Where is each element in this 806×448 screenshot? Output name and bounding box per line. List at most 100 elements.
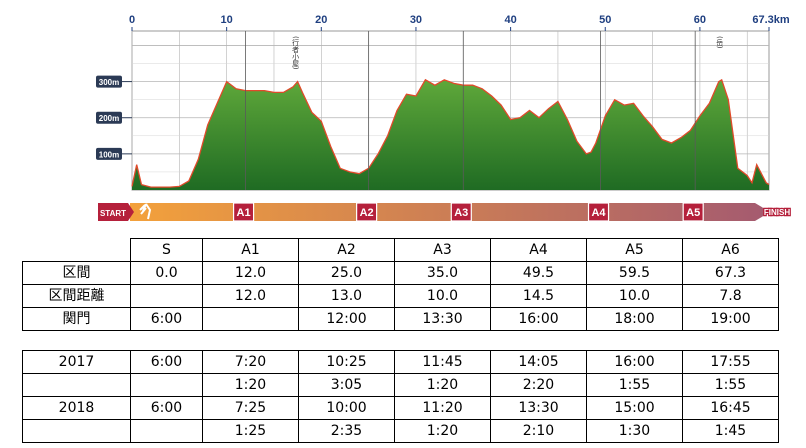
split-times-table: 2017 6:00 7:20 10:25 11:45 14:05 16:00 17:55 1:2…: [22, 350, 779, 443]
table-cell: 25.0: [298, 261, 395, 285]
table-cell: 0.0: [130, 261, 203, 285]
table-cell: A3: [394, 238, 491, 262]
table-cell: [130, 284, 203, 308]
table-cell: 35.0: [394, 261, 491, 285]
x-tick-label: 50: [599, 14, 611, 26]
x-tick-labels: 0 10 20 30 40 50 60 67.3km: [129, 14, 790, 31]
table-cell: 1:55: [586, 373, 683, 397]
table-cell: 1:45: [682, 419, 779, 443]
table-cell: 10:00: [298, 396, 395, 420]
aid-station-badge: A3: [450, 202, 472, 222]
table-cell: 2:10: [490, 419, 587, 443]
table-row: 1:25 2:35 1:20 2:10 1:30 1:45: [22, 419, 779, 443]
x-tick-label: 40: [504, 14, 516, 26]
table-cell: 6:00: [130, 396, 203, 420]
row-label-cell: 2018: [22, 396, 131, 420]
elevation-line: [131, 78, 770, 188]
table-cell: 6:00: [130, 307, 203, 331]
y-tick-label: 300m: [99, 78, 119, 87]
badge-label: A2: [360, 207, 374, 219]
table-cell: 7:25: [202, 396, 299, 420]
table-cell: 1:20: [394, 373, 491, 397]
table-cell: 3:05: [298, 373, 395, 397]
table-cell: 13:30: [490, 396, 587, 420]
start-badge: [98, 203, 134, 221]
table-cell: 1:25: [202, 419, 299, 443]
row-label-cell: 関門: [22, 307, 131, 331]
y-tick-box: [96, 147, 122, 160]
table-cell: 17:55: [682, 350, 779, 374]
table-cell: 10.0: [586, 284, 683, 308]
table-cell: A6: [682, 238, 779, 262]
table-cell: 12.0: [202, 284, 299, 308]
table-cell: 10.0: [394, 284, 491, 308]
table-cell: 2:35: [298, 419, 395, 443]
row-label-cell: [22, 373, 131, 397]
table-cell: 2:20: [490, 373, 587, 397]
x-tick-label: 10: [221, 14, 233, 26]
table-cell: 67.3: [682, 261, 779, 285]
x-tick-label: 30: [410, 14, 422, 26]
table-row: S A1 A2 A3 A4 A5 A6: [23, 238, 779, 262]
peak-label: (岳): [716, 36, 724, 49]
badge-box: [356, 202, 378, 222]
aid-station-badge: A2: [356, 202, 378, 222]
table-cell: A2: [298, 238, 395, 262]
aid-station-badge: A5: [682, 202, 704, 222]
table-cell: 13:30: [394, 307, 491, 331]
table-row: 2017 6:00 7:20 10:25 11:45 14:05 16:00 17:55: [22, 350, 779, 374]
table-cell: 6:00: [130, 350, 203, 374]
table-cell: 12.0: [202, 261, 299, 285]
aid-station-badge: A4: [587, 202, 610, 222]
table-cell: A1: [202, 238, 299, 262]
table-row: 区間 0.0 12.0 25.0 35.0 49.5 59.5 67.3: [22, 261, 779, 285]
table-cell: 7.8: [682, 284, 779, 308]
y-tick-label: 100m: [99, 150, 119, 159]
table-cell: 16:45: [682, 396, 779, 420]
table-cell: 1:30: [586, 419, 683, 443]
badge-label: A1: [237, 207, 251, 219]
table-cell: [130, 373, 203, 397]
x-tick-label: 67.3km: [752, 14, 790, 26]
x-tick-label: 0: [129, 14, 135, 26]
y-tick-labels: 100m 200m 300m: [96, 75, 132, 160]
row-label-cell: [23, 239, 131, 262]
runner-icon: [139, 198, 152, 220]
table-cell: 11:45: [394, 350, 491, 374]
row-label-cell: 区間距離: [22, 284, 131, 308]
table-cell: 1:55: [682, 373, 779, 397]
elevation-area: [132, 79, 769, 190]
y-tick-label: 200m: [99, 114, 119, 123]
table-row: 関門 6:00 12:00 13:30 16:00 18:00 19:00: [22, 307, 779, 331]
table-cell: 11:20: [394, 396, 491, 420]
table-cell: 12:00: [298, 307, 395, 331]
finish-label: FINISH: [764, 208, 790, 217]
row-label-cell: 2017: [22, 350, 131, 374]
badge-box: [682, 202, 704, 222]
aid-station-lines: [245, 31, 696, 190]
table-cell: 1:20: [202, 373, 299, 397]
badge-label: A5: [686, 207, 700, 219]
table-cell: 7:20: [202, 350, 299, 374]
course-bar: [130, 203, 770, 221]
table-cell: 14:05: [490, 350, 587, 374]
start-label: START: [100, 209, 126, 218]
table-cell: A4: [490, 238, 587, 262]
aid-station-badges: A1 A2 A3 A4 A5: [232, 202, 704, 222]
x-tick-label: 20: [315, 14, 327, 26]
badge-box: [450, 202, 472, 222]
row-label-cell: [22, 419, 131, 443]
table-cell: 10:25: [298, 350, 395, 374]
distance-cutoff-table: S A1 A2 A3 A4 A5 A6 区間 0.0 12.0 25.0 35.0 49.5 59.5 67…: [22, 238, 779, 331]
badge-label: A3: [454, 207, 468, 219]
table-row: 1:20 3:05 1:20 2:20 1:55 1:55: [22, 373, 779, 397]
table-cell: 13.0: [298, 284, 395, 308]
table-cell: 16:00: [490, 307, 587, 331]
table-cell: 1:20: [394, 419, 491, 443]
badge-box: [232, 202, 255, 222]
table-cell: 49.5: [490, 261, 587, 285]
row-label-cell: 区間: [22, 261, 131, 285]
table-cell: [202, 307, 299, 331]
peak-labels: (行者小屋) (岳): [292, 36, 724, 70]
